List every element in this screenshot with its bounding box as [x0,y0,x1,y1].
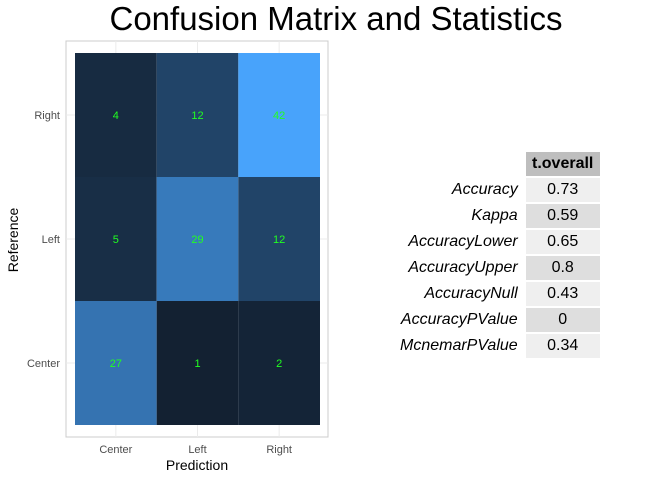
stats-row-name: McnemarPValue [400,337,518,354]
x-tick-label: Right [266,444,292,456]
heatmap-cell [238,177,320,301]
x-tick-label: Center [99,444,132,456]
stats-row-name: AccuracyLower [408,233,518,250]
stats-row-name: AccuracyPValue [400,311,518,328]
heatmap-cell [75,177,157,301]
stats-row-value: 0.34 [525,334,600,358]
chart-title: Confusion Matrix and Statistics [109,0,563,37]
stats-row-value: 0.65 [525,230,600,254]
stats-row-name: Accuracy [451,181,518,198]
y-axis-label: Reference [5,207,21,272]
stats-row-name: AccuracyNull [424,285,518,302]
heatmap-cell [156,177,239,301]
cell-value-label: 29 [191,234,203,246]
cell-value-label: 12 [273,234,285,246]
stats-row: AccuracyLower 0.65 [400,230,600,254]
y-tick-label: Center [27,358,60,370]
stats-row: AccuracyUpper 0.8 [400,256,600,280]
heatmap-cell [156,53,239,177]
stats-header: t.overall [525,152,600,176]
x-axis-label: Prediction [166,457,228,473]
x-tick-label: Left [188,444,206,456]
cell-value-label: 2 [276,358,282,370]
stats-row: AccuracyNull 0.43 [400,282,600,306]
stats-row: Accuracy 0.73 [400,178,600,202]
cell-value-label: 5 [113,234,119,246]
stats-row-value: 0.8 [525,256,600,280]
heatmap-cell [75,53,157,177]
stats-header-corner [400,152,526,176]
stats-row-value: 0 [525,308,600,332]
stats-row-name: Kappa [471,207,518,224]
y-tick-label: Left [42,234,60,246]
cell-value-label: 42 [273,110,285,122]
stats-row-value: 0.43 [525,282,600,306]
stats-row: Kappa 0.59 [400,204,600,228]
stats-row-name: AccuracyUpper [408,259,518,276]
stats-row-value: 0.73 [525,178,600,202]
y-tick-label: Right [34,110,60,122]
cell-value-label: 1 [194,358,200,370]
cell-value-label: 4 [113,110,119,122]
heatmap-cell [238,53,320,177]
cell-value-label: 12 [191,110,203,122]
stats-row: McnemarPValue 0.34 [400,334,600,358]
heatmap-cell [238,301,320,425]
heatmap-cell [75,301,157,425]
stats-row-value: 0.59 [525,204,600,228]
statistics-table: t.overall Accuracy 0.73 Kappa 0.59 AccuracyL… [400,150,600,360]
heatmap-cell [156,301,239,425]
stats-row: AccuracyPValue 0 [400,308,600,332]
cell-value-label: 27 [110,358,122,370]
